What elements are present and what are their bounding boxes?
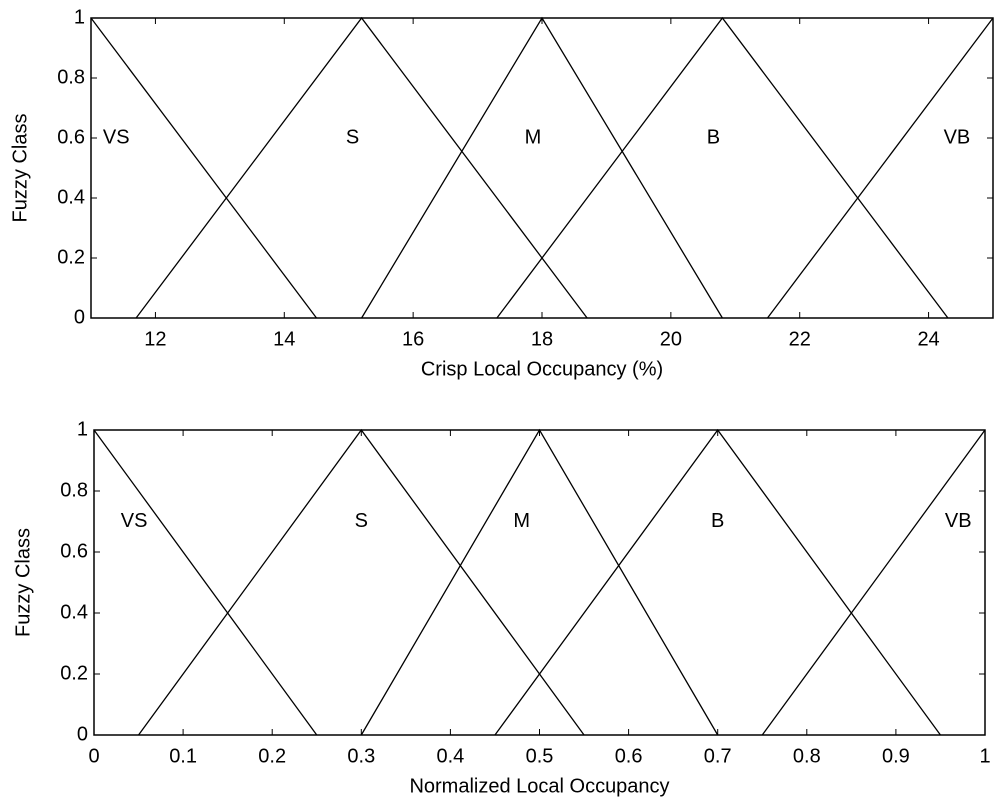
x-tick-label: 0.5 <box>526 745 554 767</box>
membership-line <box>93 429 318 736</box>
x-tick-label: 22 <box>789 328 811 350</box>
y-tick-label: 0 <box>77 723 88 745</box>
y-tick-label: 0.8 <box>57 66 85 88</box>
series-label: VS <box>121 510 148 532</box>
y-axis-label: Fuzzy Class <box>12 528 34 637</box>
x-tick-label: 12 <box>144 328 166 350</box>
series-label: VB <box>945 510 972 532</box>
series-label: VB <box>944 126 971 148</box>
x-tick-label: 24 <box>917 328 939 350</box>
y-tick-label: 0.2 <box>57 246 85 268</box>
x-tick-label: 1 <box>979 745 990 767</box>
y-tick-label: 1 <box>77 418 88 440</box>
plot-frame <box>90 17 994 319</box>
y-tick-label: 1 <box>74 6 85 28</box>
membership-line <box>90 17 318 319</box>
series-label: VS <box>103 126 130 148</box>
y-axis-label: Fuzzy Class <box>9 114 31 223</box>
x-axis-label: Crisp Local Occupancy (%) <box>421 358 663 380</box>
series-label: B <box>707 126 720 148</box>
x-tick-label: 20 <box>660 328 682 350</box>
series-label: S <box>355 510 368 532</box>
series-label: M <box>525 126 542 148</box>
membership-line <box>496 16 949 319</box>
membership-line <box>135 16 588 319</box>
y-tick-label: 0.8 <box>60 479 88 501</box>
x-tick-label: 0.7 <box>704 745 732 767</box>
x-tick-label: 0.2 <box>258 745 286 767</box>
x-tick-label: 0.3 <box>347 745 375 767</box>
y-tick-label: 0.6 <box>57 126 85 148</box>
x-tick-label: 0.1 <box>169 745 197 767</box>
y-tick-label: 0.2 <box>60 662 88 684</box>
y-tick-label: 0.4 <box>60 601 88 623</box>
y-tick-label: 0.4 <box>57 186 85 208</box>
membership-line <box>761 429 986 736</box>
series-label: S <box>346 126 359 148</box>
x-tick-label: 16 <box>402 328 424 350</box>
x-tick-label: 0.9 <box>882 745 910 767</box>
membership-line <box>360 428 719 736</box>
series-label: B <box>711 510 724 532</box>
y-tick-label: 0 <box>74 306 85 328</box>
membership-line <box>766 17 994 319</box>
y-tick-label: 0.6 <box>60 540 88 562</box>
x-tick-label: 18 <box>531 328 553 350</box>
x-tick-label: 0 <box>88 745 99 767</box>
plot-frame <box>93 429 986 736</box>
membership-line <box>138 428 585 736</box>
membership-line <box>361 16 723 319</box>
x-tick-label: 0.8 <box>793 745 821 767</box>
x-tick-label: 0.6 <box>615 745 643 767</box>
x-tick-label: 14 <box>273 328 295 350</box>
series-label: M <box>513 510 530 532</box>
membership-line <box>494 428 941 736</box>
x-axis-label: Normalized Local Occupancy <box>409 775 669 797</box>
x-tick-label: 0.4 <box>436 745 464 767</box>
